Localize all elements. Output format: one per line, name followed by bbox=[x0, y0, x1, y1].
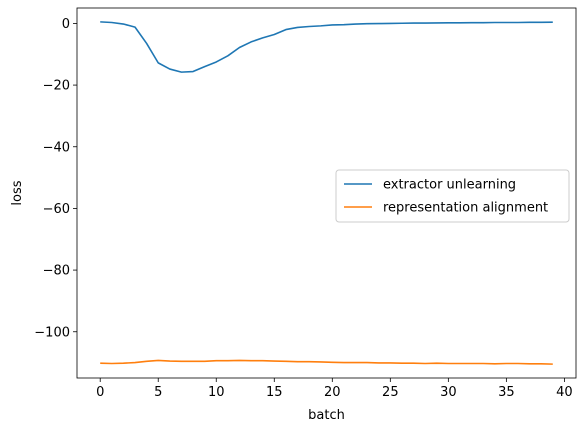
x-axis-label: batch bbox=[308, 408, 345, 423]
x-axis-ticks: 0 5 10 15 20 25 30 35 40 bbox=[96, 378, 573, 400]
x-tick-label: 20 bbox=[324, 385, 341, 400]
series-line-1 bbox=[100, 359, 553, 365]
series-line-0 bbox=[100, 21, 553, 73]
y-tick-label: −20 bbox=[43, 79, 70, 94]
plot-frame bbox=[76, 7, 577, 379]
y-tick-label: −60 bbox=[43, 202, 70, 217]
x-tick-label: 10 bbox=[208, 385, 225, 400]
y-tick-label: −40 bbox=[43, 140, 70, 155]
x-tick-label: 0 bbox=[96, 385, 104, 400]
x-tick-label: 30 bbox=[440, 385, 457, 400]
x-tick-label: 15 bbox=[266, 385, 283, 400]
y-tick-label: −100 bbox=[34, 325, 70, 340]
y-tick-label: 0 bbox=[62, 17, 70, 32]
plot-lines bbox=[100, 21, 553, 365]
x-tick-label: 5 bbox=[154, 385, 162, 400]
x-tick-label: 25 bbox=[382, 385, 399, 400]
x-tick-label: 40 bbox=[556, 385, 573, 400]
y-tick-label: −80 bbox=[43, 264, 70, 279]
legend: extractor unlearning representation align… bbox=[335, 169, 570, 223]
legend-box bbox=[335, 169, 570, 223]
x-tick-label: 35 bbox=[498, 385, 515, 400]
legend-label-1: representation alignment bbox=[383, 201, 548, 216]
y-axis-ticks: 0 −20 −40 −60 −80 −100 bbox=[34, 17, 77, 340]
y-axis-label: loss bbox=[10, 180, 25, 205]
legend-label-0: extractor unlearning bbox=[383, 178, 516, 193]
